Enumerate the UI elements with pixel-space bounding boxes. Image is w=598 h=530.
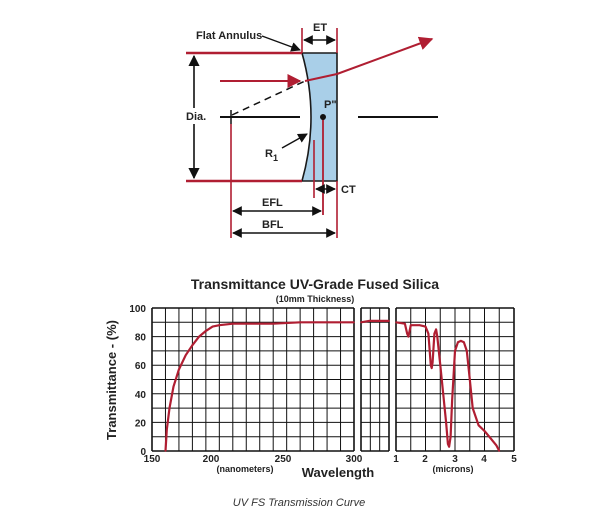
data-point	[191, 344, 194, 346]
data-point	[471, 407, 474, 409]
figure-caption: UV FS Transmission Curve	[233, 497, 365, 509]
principal-point	[320, 114, 326, 120]
x-tick-label: 2	[422, 454, 428, 465]
chart-title: Transmittance UV-Grade Fused Silica	[191, 276, 439, 292]
virtual-ray-extension	[231, 80, 306, 116]
diameter-label: Dia.	[186, 111, 206, 123]
data-point	[424, 325, 427, 328]
data-point	[427, 332, 430, 335]
panel-microns: 1 2 3 4 5	[393, 307, 517, 465]
data-point	[368, 320, 370, 322]
y-tick-label: 20	[135, 418, 147, 429]
data-point	[498, 450, 501, 452]
panel-nanometers: 150 200 250 300	[144, 307, 363, 465]
data-point	[407, 335, 410, 338]
x-tick-label: 200	[203, 454, 220, 465]
data-point	[360, 321, 362, 324]
data-point	[326, 321, 328, 324]
microns-unit-label: (microns)	[432, 464, 473, 474]
flat-annulus-arrow	[261, 35, 301, 52]
principal-point-label: P"	[324, 99, 337, 111]
x-tick-label: 300	[346, 454, 363, 465]
y-tick-label: 40	[135, 390, 147, 401]
data-point	[430, 364, 432, 367]
flat-annulus-label: Flat Annulus	[196, 30, 262, 42]
data-point	[447, 443, 449, 445]
diameter-label-bg	[180, 108, 210, 124]
data-point	[460, 340, 462, 342]
data-point	[406, 332, 409, 335]
data-point	[477, 424, 480, 427]
x-tick-label: 3	[452, 454, 458, 465]
data-point	[404, 322, 406, 325]
y-tick-label: 100	[129, 304, 146, 315]
data-point	[436, 335, 439, 338]
data-point	[489, 437, 492, 439]
data-point	[439, 364, 442, 367]
data-point	[198, 335, 200, 338]
x-tick-label: 5	[511, 454, 517, 465]
panel-break	[360, 307, 390, 452]
data-point	[172, 385, 175, 388]
data-point	[449, 435, 452, 438]
ray-in-lens	[304, 73, 338, 82]
data-point	[454, 350, 456, 352]
chart-subtitle: (10mm Thickness)	[276, 294, 355, 304]
data-point	[451, 400, 453, 402]
data-point	[388, 320, 390, 322]
data-point	[466, 350, 468, 352]
y-tick-label: 60	[135, 361, 147, 372]
data-point	[218, 324, 221, 326]
transmission-curve	[395, 321, 501, 452]
data-point	[418, 324, 421, 326]
et-label: ET	[313, 22, 327, 34]
data-point	[483, 430, 486, 432]
r1-label: R1	[265, 148, 278, 163]
efl-label: EFL	[262, 197, 283, 209]
exiting-ray	[336, 36, 434, 75]
lens-diagram: P" Flat Annulus ET Dia. R1 CT EFL BFL	[180, 22, 438, 238]
x-tick-label: 150	[144, 454, 161, 465]
data-point	[178, 368, 180, 371]
data-point	[435, 328, 437, 331]
data-point	[468, 378, 471, 381]
data-point	[495, 444, 498, 447]
data-point	[272, 322, 275, 325]
data-point	[211, 325, 214, 328]
data-point	[395, 321, 397, 324]
x-tick-label: 4	[481, 454, 487, 465]
x-tick-label: 1	[393, 454, 399, 465]
data-point	[168, 407, 171, 409]
y-axis-label: Transmittance - (%)	[104, 320, 119, 440]
data-point	[457, 341, 459, 344]
data-point	[445, 421, 447, 424]
x-axis-label: Wavelength	[302, 465, 375, 480]
data-point	[164, 450, 167, 452]
data-point	[166, 428, 168, 431]
x-tick-label: 250	[275, 454, 292, 465]
data-point	[409, 324, 412, 326]
data-point	[205, 330, 207, 332]
y-tick-label: 0	[140, 447, 146, 458]
nanometers-unit-label: (nanometers)	[216, 464, 273, 474]
lens-body	[300, 52, 338, 182]
ct-label: CT	[341, 184, 356, 196]
data-point	[353, 321, 355, 324]
data-point	[433, 332, 436, 335]
transmittance-chart: Transmittance UV-Grade Fused Silica (10m…	[104, 276, 517, 480]
data-point	[184, 354, 187, 356]
data-point	[448, 445, 450, 448]
y-tick-label: 80	[135, 333, 147, 344]
y-tick-labels: 0 20 40 60 80 100	[129, 304, 146, 458]
r1-arrow	[281, 133, 308, 149]
data-point	[463, 341, 465, 344]
bfl-label: BFL	[262, 219, 284, 231]
data-point	[442, 393, 445, 395]
data-point	[299, 321, 301, 324]
data-point	[232, 322, 234, 325]
data-point	[431, 361, 434, 364]
data-point	[245, 322, 248, 325]
data-point	[430, 367, 433, 369]
